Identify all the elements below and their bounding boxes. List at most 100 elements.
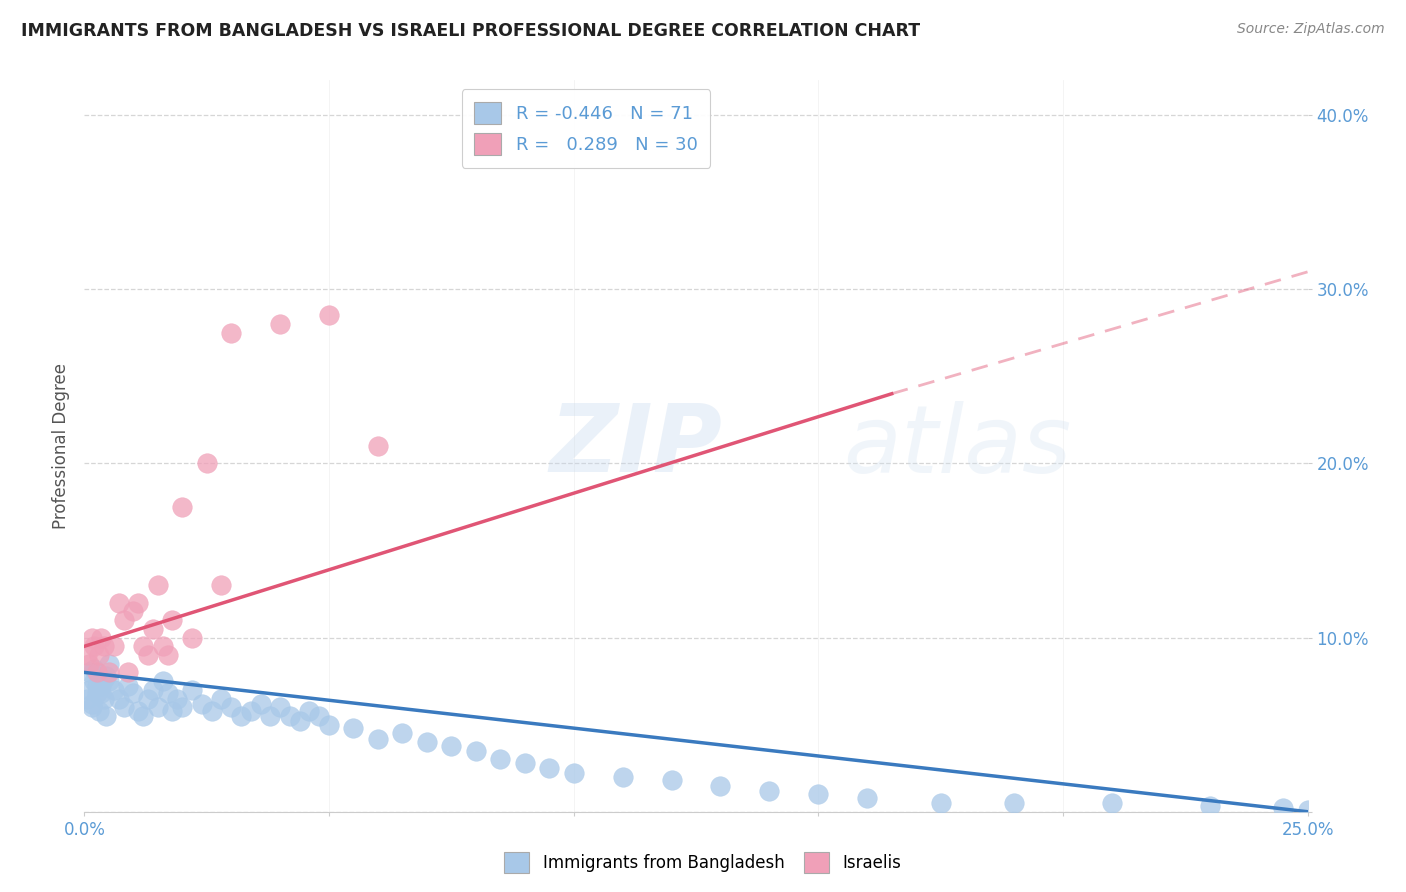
Point xyxy=(142,682,165,697)
Point xyxy=(1101,796,1123,810)
Point xyxy=(288,714,311,728)
Point xyxy=(87,669,110,683)
Point xyxy=(807,787,830,801)
Point xyxy=(77,665,100,680)
Point xyxy=(96,669,118,683)
Legend: Immigrants from Bangladesh, Israelis: Immigrants from Bangladesh, Israelis xyxy=(498,846,908,880)
Legend: R = -0.446   N = 71, R =   0.289   N = 30: R = -0.446 N = 71, R = 0.289 N = 30 xyxy=(461,89,710,168)
Point xyxy=(856,790,879,805)
Point xyxy=(90,631,112,645)
Point xyxy=(97,657,120,671)
Point xyxy=(132,709,155,723)
Point xyxy=(191,697,214,711)
Point xyxy=(90,679,112,693)
Point xyxy=(219,326,242,340)
Point xyxy=(132,640,155,654)
Point xyxy=(156,686,179,700)
Y-axis label: Professional Degree: Professional Degree xyxy=(52,363,70,529)
Point xyxy=(117,679,139,693)
Point xyxy=(367,439,389,453)
Text: atlas: atlas xyxy=(842,401,1071,491)
Point xyxy=(538,761,561,775)
Point xyxy=(86,665,108,680)
Point xyxy=(219,700,242,714)
Point xyxy=(259,709,281,723)
Point xyxy=(93,691,115,706)
Point xyxy=(97,674,120,689)
Point xyxy=(166,691,188,706)
Point xyxy=(1198,799,1220,814)
Point xyxy=(146,700,169,714)
Point xyxy=(229,709,252,723)
Point xyxy=(278,709,301,723)
Point xyxy=(136,648,159,662)
Point xyxy=(758,784,780,798)
Point xyxy=(172,700,194,714)
Point xyxy=(146,578,169,592)
Point xyxy=(464,744,486,758)
Point xyxy=(181,631,204,645)
Point xyxy=(80,700,103,714)
Point xyxy=(513,756,536,770)
Point xyxy=(162,704,184,718)
Point xyxy=(112,613,135,627)
Point xyxy=(97,665,120,680)
Point xyxy=(929,796,952,810)
Point xyxy=(661,773,683,788)
Point xyxy=(76,648,98,662)
Point xyxy=(391,726,413,740)
Point xyxy=(162,613,184,627)
Text: IMMIGRANTS FROM BANGLADESH VS ISRAELI PROFESSIONAL DEGREE CORRELATION CHART: IMMIGRANTS FROM BANGLADESH VS ISRAELI PR… xyxy=(21,22,920,40)
Point xyxy=(562,766,585,780)
Point xyxy=(80,631,103,645)
Point xyxy=(142,622,165,636)
Point xyxy=(77,682,100,697)
Point xyxy=(709,779,731,793)
Point xyxy=(1296,803,1319,817)
Point xyxy=(107,691,129,706)
Point xyxy=(122,686,145,700)
Point xyxy=(83,674,105,689)
Text: ZIP: ZIP xyxy=(550,400,723,492)
Point xyxy=(80,697,103,711)
Point xyxy=(342,721,364,735)
Point xyxy=(93,640,115,654)
Point xyxy=(195,457,218,471)
Point xyxy=(93,673,115,687)
Point xyxy=(181,682,204,697)
Point xyxy=(87,648,110,662)
Point xyxy=(269,700,291,714)
Point xyxy=(416,735,439,749)
Point xyxy=(87,704,110,718)
Point xyxy=(152,640,174,654)
Point xyxy=(96,709,118,723)
Point xyxy=(76,691,98,706)
Point xyxy=(440,739,463,753)
Point xyxy=(269,317,291,331)
Point xyxy=(83,662,105,676)
Text: Source: ZipAtlas.com: Source: ZipAtlas.com xyxy=(1237,22,1385,37)
Point xyxy=(298,704,321,718)
Point xyxy=(83,640,105,654)
Point xyxy=(77,657,100,671)
Point xyxy=(318,717,340,731)
Point xyxy=(107,596,129,610)
Point xyxy=(239,704,262,718)
Point xyxy=(103,682,125,697)
Point xyxy=(367,731,389,746)
Point xyxy=(127,704,149,718)
Point xyxy=(209,691,232,706)
Point xyxy=(489,752,512,766)
Point xyxy=(1002,796,1025,810)
Point xyxy=(249,697,271,711)
Point xyxy=(200,704,222,718)
Point xyxy=(127,596,149,610)
Point xyxy=(90,686,112,700)
Point xyxy=(103,640,125,654)
Point xyxy=(308,709,330,723)
Point xyxy=(117,665,139,680)
Point xyxy=(122,604,145,618)
Point xyxy=(318,309,340,323)
Point xyxy=(209,578,232,592)
Point xyxy=(172,500,194,514)
